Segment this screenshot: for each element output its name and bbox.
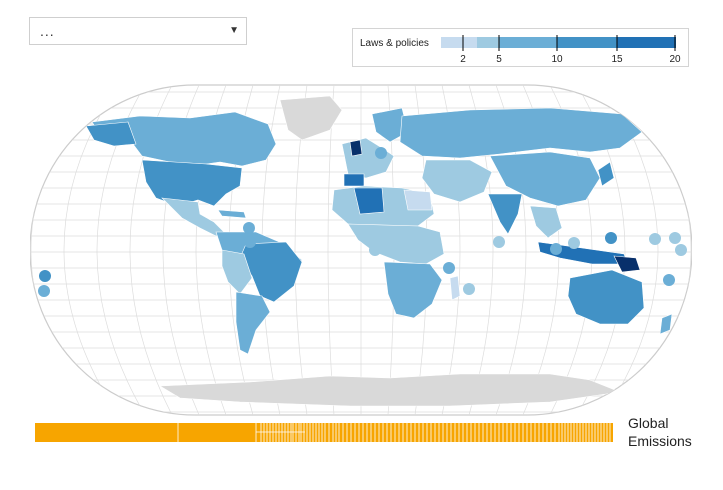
country-spain[interactable] xyxy=(343,173,365,187)
island-marker xyxy=(369,244,381,256)
country-china[interactable] xyxy=(489,151,601,207)
country-alaska[interactable] xyxy=(85,121,137,147)
country-caribbean[interactable] xyxy=(217,209,247,219)
country-india[interactable] xyxy=(487,193,523,235)
country-japan[interactable] xyxy=(597,161,615,187)
country-uk[interactable] xyxy=(349,139,363,157)
country-algeria[interactable] xyxy=(353,187,385,215)
legend-label-20: 20 xyxy=(669,54,681,65)
emissions-bar-fill xyxy=(35,423,613,442)
country-southern-africa[interactable] xyxy=(383,261,443,319)
color-legend: Laws & policies 2 5 10 15 20 xyxy=(352,28,689,67)
legend-label-10: 10 xyxy=(551,54,563,65)
emissions-label-line1: Global xyxy=(628,415,669,431)
emissions-label: Global Emissions xyxy=(628,414,692,450)
country-madagascar[interactable] xyxy=(449,275,461,301)
country-greenland[interactable] xyxy=(279,95,343,141)
global-emissions-bar xyxy=(35,423,613,442)
island-marker xyxy=(443,262,455,274)
country-australia[interactable] xyxy=(567,269,645,325)
country-scandinavia[interactable] xyxy=(371,107,409,143)
island-marker xyxy=(669,232,681,244)
island-markers xyxy=(38,147,687,297)
legend-title: Laws & policies xyxy=(360,38,429,49)
island-marker xyxy=(550,243,562,255)
legend-swatch-1 xyxy=(441,37,477,48)
island-marker xyxy=(38,285,50,297)
legend-scale: 2 5 10 15 20 xyxy=(441,35,681,65)
island-marker xyxy=(244,236,256,248)
island-marker xyxy=(605,232,617,244)
legend-label-2: 2 xyxy=(460,54,466,65)
country-canada[interactable] xyxy=(91,111,277,167)
legend-swatch-4 xyxy=(557,37,617,48)
country-argentina[interactable] xyxy=(235,291,271,355)
island-marker xyxy=(243,222,255,234)
country-new-zealand[interactable] xyxy=(659,313,673,335)
legend-swatch-5 xyxy=(617,37,676,48)
legend-swatch-2 xyxy=(477,37,499,48)
country-usa[interactable] xyxy=(141,159,243,207)
legend-label-15: 15 xyxy=(611,54,623,65)
region-antarctica xyxy=(158,373,622,407)
world-map[interactable] xyxy=(30,82,692,422)
dropdown-value: ... xyxy=(40,23,55,39)
island-marker xyxy=(568,237,580,249)
landmasses xyxy=(85,95,673,407)
island-marker xyxy=(663,274,675,286)
island-marker xyxy=(675,244,687,256)
country-russia[interactable] xyxy=(399,107,643,159)
island-marker xyxy=(463,283,475,295)
country-dropdown[interactable]: ... ▼ xyxy=(29,17,247,45)
island-marker xyxy=(375,147,387,159)
emissions-label-line2: Emissions xyxy=(628,433,692,449)
island-marker xyxy=(39,270,51,282)
legend-label-5: 5 xyxy=(496,54,502,65)
country-egypt[interactable] xyxy=(403,189,433,211)
chevron-down-icon: ▼ xyxy=(229,25,239,36)
country-middle-east[interactable] xyxy=(421,159,493,203)
island-marker xyxy=(493,236,505,248)
country-southeast-asia[interactable] xyxy=(529,205,563,239)
legend-swatch-3 xyxy=(499,37,557,48)
emissions-segments xyxy=(35,423,613,442)
island-marker xyxy=(649,233,661,245)
country-papua[interactable] xyxy=(613,255,641,273)
